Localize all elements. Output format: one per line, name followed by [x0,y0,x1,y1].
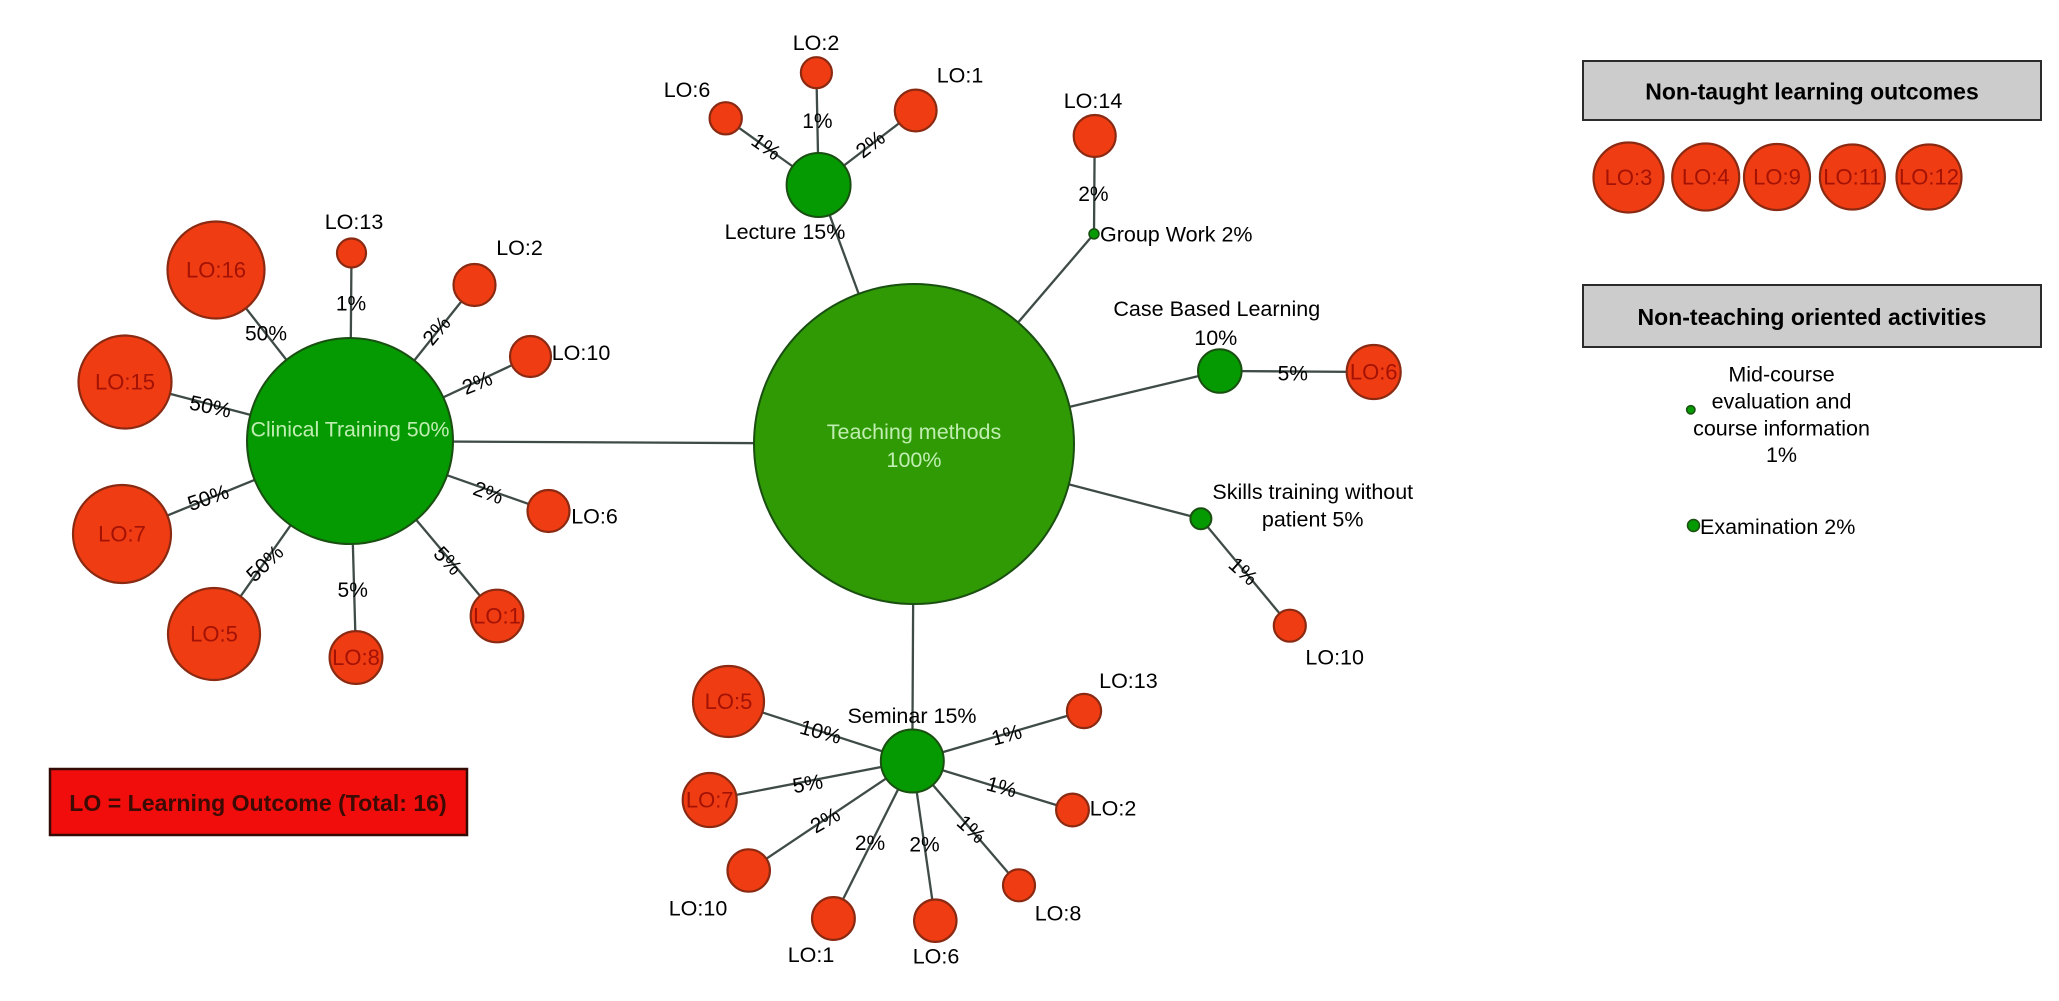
svg-text:Lecture 15%: Lecture 15% [725,220,846,244]
svg-text:LO:13: LO:13 [325,210,384,234]
svg-text:LO:10: LO:10 [552,341,611,365]
svg-text:LO:2: LO:2 [496,236,543,260]
svg-text:LO:1: LO:1 [937,64,984,88]
svg-text:LO:10: LO:10 [1305,646,1364,670]
svg-text:LO:13: LO:13 [1099,669,1158,693]
svg-text:50%: 50% [245,323,287,346]
svg-text:2%: 2% [909,834,939,857]
svg-text:1%: 1% [1766,443,1797,467]
svg-text:LO:2: LO:2 [793,31,840,55]
svg-text:evaluation and: evaluation and [1712,389,1852,413]
svg-text:LO:12: LO:12 [1899,165,1959,190]
svg-text:100%: 100% [887,448,942,472]
svg-text:LO:1: LO:1 [473,604,521,629]
svg-text:2%: 2% [1078,183,1108,206]
svg-text:LO = Learning Outcome (Total:: LO = Learning Outcome (Total: 16) [69,790,446,816]
svg-text:LO:10: LO:10 [669,897,728,921]
svg-text:LO:6: LO:6 [1350,360,1398,385]
svg-text:LO:6: LO:6 [664,78,711,102]
svg-text:5%: 5% [791,770,825,798]
svg-text:Non-taught learning outcomes: Non-taught learning outcomes [1645,79,1979,105]
svg-text:Skills training without: Skills training without [1212,480,1413,504]
svg-text:LO:5: LO:5 [705,689,753,714]
svg-text:Non-teaching oriented activiti: Non-teaching oriented activities [1638,304,1987,330]
svg-text:LO:3: LO:3 [1605,165,1653,190]
svg-text:Group Work 2%: Group Work 2% [1100,222,1253,246]
svg-text:LO:7: LO:7 [686,788,734,813]
svg-text:Mid-course: Mid-course [1728,363,1834,387]
svg-text:course information: course information [1693,417,1870,441]
svg-text:LO:2: LO:2 [1090,797,1137,821]
svg-text:Seminar 15%: Seminar 15% [847,704,976,728]
svg-text:LO:11: LO:11 [1823,165,1881,190]
svg-text:Clinical Training 50%: Clinical Training 50% [251,418,450,442]
svg-text:5%: 5% [1278,363,1308,386]
svg-text:LO:14: LO:14 [1064,89,1123,113]
svg-text:1%: 1% [336,293,366,316]
svg-text:LO:8: LO:8 [1035,902,1082,926]
svg-text:Examination 2%: Examination 2% [1700,515,1855,539]
svg-text:LO:6: LO:6 [913,945,960,969]
svg-text:LO:16: LO:16 [186,258,246,283]
svg-text:Case Based Learning: Case Based Learning [1113,297,1320,321]
svg-text:LO:5: LO:5 [190,622,238,647]
svg-text:LO:7: LO:7 [98,522,146,547]
svg-text:Teaching methods: Teaching methods [827,420,1002,444]
svg-text:LO:8: LO:8 [332,645,380,670]
svg-text:1%: 1% [802,110,832,133]
svg-text:patient 5%: patient 5% [1262,508,1364,532]
svg-text:LO:6: LO:6 [571,505,618,529]
svg-text:5%: 5% [338,579,368,602]
svg-text:LO:4: LO:4 [1682,165,1730,190]
svg-text:LO:15: LO:15 [95,370,155,395]
svg-text:10%: 10% [1194,326,1237,350]
svg-text:LO:1: LO:1 [788,943,835,967]
svg-text:2%: 2% [855,832,885,855]
svg-text:LO:9: LO:9 [1753,165,1801,190]
